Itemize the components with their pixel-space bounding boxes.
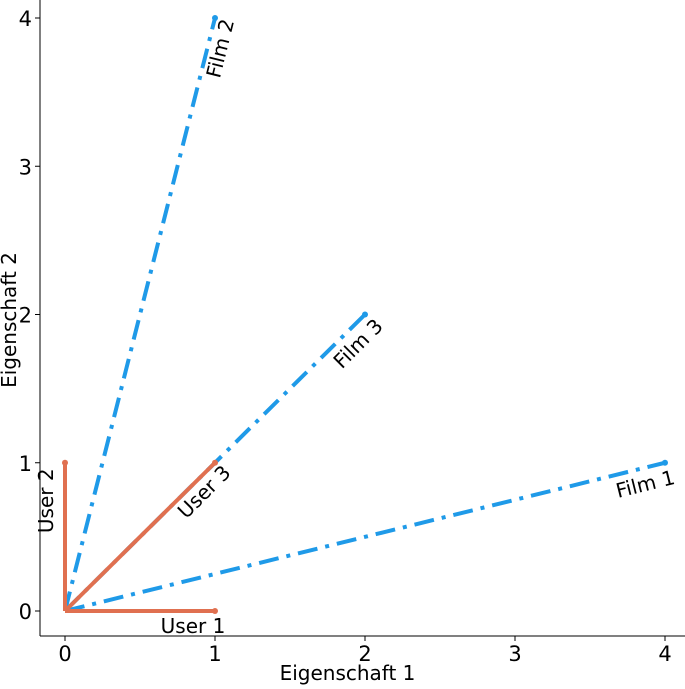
film-2-vector	[63, 17, 217, 612]
vector-series	[62, 15, 668, 614]
user-3-label: User 3	[173, 460, 236, 523]
y-tick-label: 2	[19, 304, 32, 328]
y-tick-label: 0	[19, 600, 32, 624]
x-tick-label: 3	[508, 642, 521, 666]
film-2-label: Film 2	[201, 16, 239, 80]
y-tick-label: 1	[19, 452, 32, 476]
user-2-endpoint	[62, 459, 68, 466]
user-1-label: User 1	[161, 614, 226, 638]
user-1-endpoint	[212, 608, 218, 614]
user-2-label: User 2	[34, 468, 58, 533]
y-tick-label: 4	[19, 7, 32, 31]
film-2-endpoint	[212, 15, 218, 21]
x-tick-label: 2	[358, 642, 371, 666]
axes: 0 1 2 3 4 0 1 2 3 4	[19, 0, 685, 666]
film-1-label: Film 1	[613, 465, 677, 503]
x-tick-label: 1	[208, 642, 221, 666]
film-1-endpoint	[662, 459, 668, 466]
film-3-endpoint	[362, 311, 368, 318]
y-axis-title: Eigenschaft 2	[0, 252, 21, 388]
user-3-vector	[63, 461, 217, 613]
x-axis-ticks: 0 1 2 3 4	[58, 636, 672, 666]
x-axis-title: Eigenschaft 1	[280, 661, 416, 685]
x-tick-label: 0	[58, 642, 71, 666]
y-axis-ticks: 0 1 2 3 4	[19, 7, 40, 624]
y-tick-label: 3	[19, 155, 32, 179]
user-3-endpoint	[212, 459, 218, 466]
film-1-vector	[64, 460, 666, 613]
x-tick-label: 4	[658, 642, 671, 666]
